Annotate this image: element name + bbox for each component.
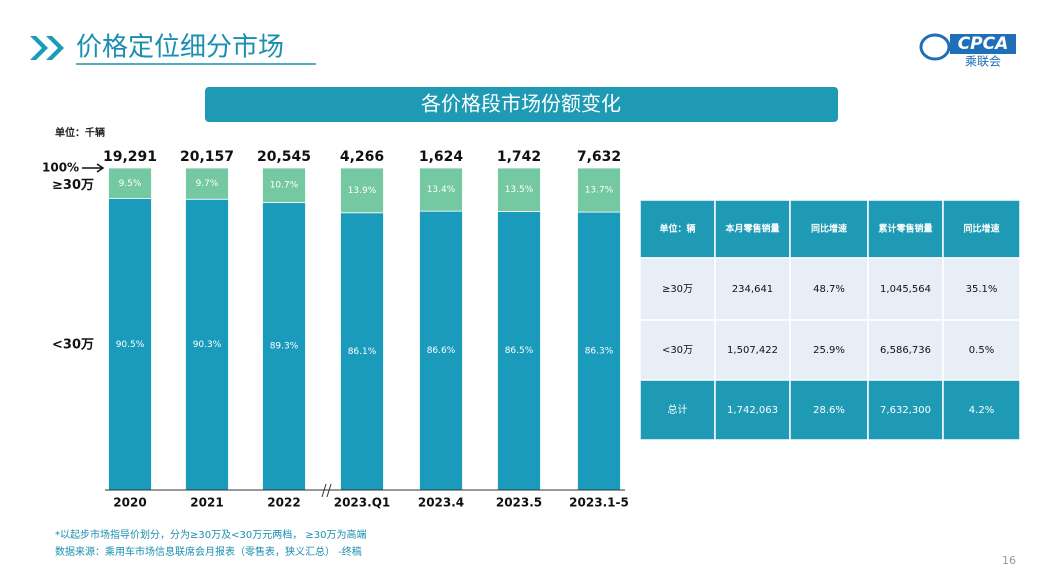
- bar-segment: [419, 167, 463, 212]
- bar-segment: [108, 167, 152, 199]
- value-label: 9.5%: [119, 179, 142, 189]
- total-label: 4,266: [340, 149, 384, 165]
- x-tick-label: 2020: [113, 496, 146, 510]
- value-label: 13.9%: [348, 186, 377, 196]
- bar-segment: [262, 167, 306, 203]
- table-cell: [639, 257, 716, 321]
- value-label: 86.5%: [505, 346, 534, 356]
- chart-title-banner: [205, 87, 838, 122]
- value-label: 86.6%: [427, 346, 456, 356]
- table-text: 0.5%: [969, 345, 994, 356]
- table-text: 28.6%: [813, 405, 845, 416]
- x-tick-label: 2021: [190, 496, 223, 510]
- value-label: 89.3%: [270, 342, 299, 352]
- table-text: 35.1%: [966, 284, 998, 295]
- value-label: 13.5%: [505, 185, 534, 195]
- bar-segment: [340, 167, 384, 214]
- x-tick-label: 2023.5: [496, 496, 542, 510]
- bar-segment: [185, 167, 229, 200]
- value-label: 13.4%: [427, 185, 456, 195]
- table-cell: [639, 319, 716, 381]
- y-tick-label: 100%: [42, 161, 79, 175]
- bar-segment: [577, 167, 621, 213]
- x-tick-label: 2022: [267, 496, 300, 510]
- table-text: 4.2%: [969, 405, 994, 416]
- footnote: *以起步市场指导价划分，分为≥30万及<30万元两档， ≥30万为高端: [55, 528, 367, 541]
- value-label: 86.1%: [348, 347, 377, 357]
- legend-label: <30万: [52, 338, 94, 353]
- unit-label: 单位：千辆: [55, 126, 105, 139]
- logo-mark: [919, 33, 951, 61]
- table-text: 48.7%: [813, 284, 845, 295]
- value-label: 90.5%: [116, 340, 145, 350]
- page-number: 16: [1002, 554, 1016, 567]
- table-cell: [789, 319, 869, 381]
- total-label: 7,632: [577, 149, 621, 165]
- table-cell: [714, 319, 791, 381]
- table-cell: [867, 319, 944, 381]
- table-cell: [789, 199, 869, 259]
- bar-segment: [340, 212, 384, 491]
- table-cell: [942, 199, 1021, 259]
- bar-segment: [577, 211, 621, 491]
- value-label: 13.7%: [585, 186, 614, 196]
- logo-box: [950, 34, 1016, 54]
- table-text: <30万: [662, 345, 693, 356]
- bar-segment: [185, 198, 229, 491]
- table-cell: [714, 379, 791, 441]
- total-label: 1,742: [497, 149, 541, 165]
- chevron-icon: [30, 36, 64, 60]
- table-text: 1,742,063: [727, 405, 778, 416]
- table-cell: [639, 199, 716, 259]
- page-title: 价格定位细分市场: [76, 33, 284, 63]
- table-header: 单位：辆: [659, 223, 695, 235]
- table-cell: [714, 199, 791, 259]
- footnote: 数据来源：乘用车市场信息联席会月报表（零售表，狭义汇总） -终稿: [55, 545, 362, 558]
- table-text: 1,045,564: [880, 284, 931, 295]
- bar-segment: [497, 211, 541, 491]
- table-cell: [942, 379, 1021, 441]
- table-cell: [867, 199, 944, 259]
- table-header: 同比增速: [963, 223, 999, 235]
- table-text: 1,507,422: [727, 345, 778, 356]
- table-header: 同比增速: [811, 223, 847, 235]
- logo-text: CPCA: [958, 34, 1009, 54]
- logo-subtext: 乘联会: [965, 55, 1001, 69]
- table-text: 7,632,300: [880, 405, 931, 416]
- bar-segment: [262, 202, 306, 491]
- table-cell: [867, 379, 944, 441]
- table-text: 总计: [668, 403, 688, 416]
- x-tick-label: 2023.4: [418, 496, 464, 510]
- table-cell: [942, 319, 1021, 381]
- table-cell: [942, 257, 1021, 321]
- table-text: 234,641: [732, 284, 773, 295]
- total-label: 20,545: [257, 149, 311, 165]
- total-label: 20,157: [180, 149, 234, 165]
- x-tick-label: 2023.Q1: [334, 496, 391, 510]
- value-label: 90.3%: [193, 340, 222, 350]
- table-text: ≥30万: [662, 284, 693, 295]
- total-label: 1,624: [419, 149, 464, 165]
- table-text: 6,586,736: [880, 345, 931, 356]
- tick-arrowhead: [96, 163, 105, 173]
- legend-label: ≥30万: [52, 178, 94, 193]
- bar-segment: [497, 167, 541, 212]
- x-tick-label: 2023.1-5: [569, 496, 629, 510]
- value-label: 86.3%: [585, 347, 614, 357]
- total-label: 19,291: [103, 149, 157, 165]
- value-label: 10.7%: [270, 181, 299, 191]
- table-cell: [714, 257, 791, 321]
- table-header: 本月零售销量: [725, 223, 779, 235]
- table-header: 累计零售销量: [878, 223, 932, 235]
- table-text: 25.9%: [813, 345, 845, 356]
- chart-title: 各价格段市场份额变化: [421, 92, 621, 116]
- value-label: 9.7%: [196, 179, 219, 189]
